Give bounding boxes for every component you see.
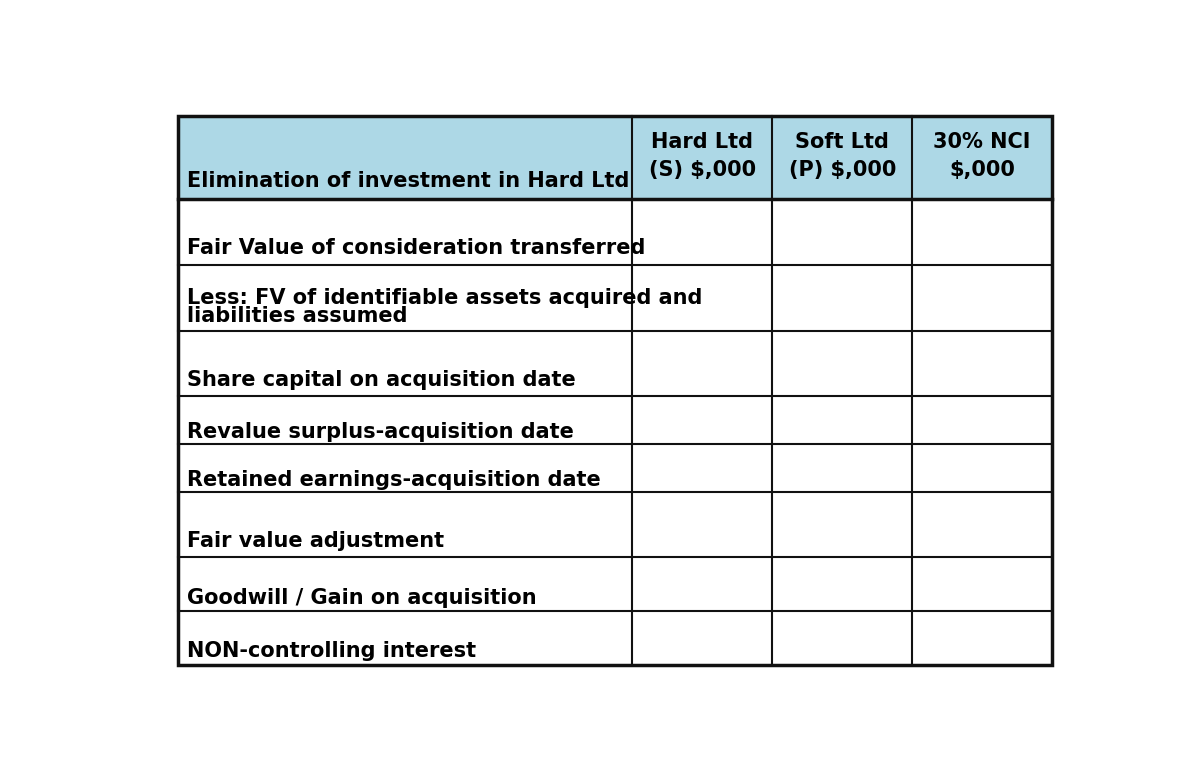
- Text: liabilities assumed: liabilities assumed: [187, 306, 408, 326]
- Text: (P) $,000: (P) $,000: [788, 160, 896, 180]
- Text: Share capital on acquisition date: Share capital on acquisition date: [187, 370, 576, 390]
- Text: Soft Ltd: Soft Ltd: [796, 133, 889, 153]
- Text: NON-controlling interest: NON-controlling interest: [187, 641, 476, 661]
- Text: (S) $,000: (S) $,000: [649, 160, 756, 180]
- Text: $,000: $,000: [949, 160, 1015, 180]
- Text: Retained earnings-acquisition date: Retained earnings-acquisition date: [187, 470, 601, 490]
- Bar: [178, 116, 1052, 199]
- Text: Fair Value of consideration transferred: Fair Value of consideration transferred: [187, 239, 646, 258]
- Text: Less: FV of identifiable assets acquired and: Less: FV of identifiable assets acquired…: [187, 288, 702, 308]
- Text: Hard Ltd: Hard Ltd: [652, 133, 754, 153]
- Text: Goodwill / Gain on acquisition: Goodwill / Gain on acquisition: [187, 588, 536, 607]
- Text: Fair value adjustment: Fair value adjustment: [187, 531, 444, 551]
- Text: Elimination of investment in Hard Ltd: Elimination of investment in Hard Ltd: [187, 171, 630, 191]
- Text: Revalue surplus-acquisition date: Revalue surplus-acquisition date: [187, 422, 574, 442]
- Text: 30% NCI: 30% NCI: [934, 133, 1031, 153]
